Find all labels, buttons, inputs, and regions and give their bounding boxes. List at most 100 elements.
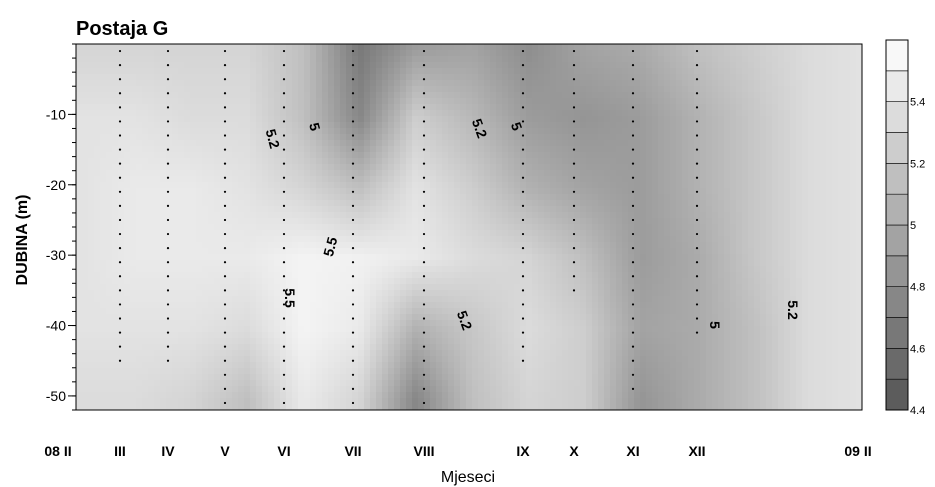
field-cell — [694, 152, 701, 159]
field-cell — [370, 254, 377, 261]
field-cell — [394, 104, 401, 111]
field-cell — [628, 116, 635, 123]
field-cell — [322, 98, 329, 105]
field-cell — [286, 230, 293, 237]
field-cell — [406, 68, 413, 75]
field-cell — [706, 260, 713, 267]
field-cell — [220, 134, 227, 141]
field-cell — [166, 248, 173, 255]
field-cell — [664, 218, 671, 225]
field-cell — [430, 200, 437, 207]
field-cell — [706, 224, 713, 231]
field-cell — [796, 236, 803, 243]
field-cell — [280, 164, 287, 171]
field-cell — [184, 248, 191, 255]
field-cell — [178, 164, 185, 171]
field-cell — [478, 170, 485, 177]
field-cell — [370, 92, 377, 99]
field-cell — [196, 74, 203, 81]
field-cell — [148, 206, 155, 213]
field-cell — [166, 92, 173, 99]
field-cell — [514, 122, 521, 129]
field-cell — [484, 176, 491, 183]
field-cell — [658, 80, 665, 87]
field-cell — [634, 50, 641, 57]
field-cell — [340, 68, 347, 75]
field-cell — [460, 110, 467, 117]
field-cell — [130, 140, 137, 147]
field-cell — [238, 242, 245, 249]
field-cell — [856, 182, 862, 189]
field-cell — [226, 50, 233, 57]
field-cell — [814, 74, 821, 81]
field-cell — [202, 260, 209, 267]
field-cell — [682, 92, 689, 99]
field-cell — [790, 68, 797, 75]
field-cell — [472, 164, 479, 171]
field-cell — [760, 224, 767, 231]
field-cell — [490, 110, 497, 117]
field-cell — [730, 44, 737, 51]
field-cell — [292, 230, 299, 237]
field-cell — [166, 98, 173, 105]
field-cell — [634, 128, 641, 135]
field-cell — [418, 206, 425, 213]
field-cell — [790, 194, 797, 201]
field-cell — [610, 176, 617, 183]
field-cell — [184, 62, 191, 69]
field-cell — [778, 122, 785, 129]
field-cell — [106, 116, 113, 123]
field-cell — [772, 56, 779, 63]
field-cell — [208, 128, 215, 135]
field-cell — [232, 44, 239, 51]
field-cell — [664, 194, 671, 201]
field-cell — [670, 260, 677, 267]
field-cell — [442, 80, 449, 87]
field-cell — [826, 86, 833, 93]
field-cell — [622, 206, 629, 213]
field-cell — [418, 236, 425, 243]
field-cell — [208, 194, 215, 201]
field-cell — [850, 170, 857, 177]
field-cell — [550, 104, 557, 111]
field-cell — [478, 158, 485, 165]
field-cell — [460, 158, 467, 165]
field-cell — [562, 122, 569, 129]
field-cell — [592, 194, 599, 201]
field-cell — [352, 218, 359, 225]
field-cell — [130, 56, 137, 63]
field-cell — [496, 206, 503, 213]
field-cell — [310, 152, 317, 159]
field-cell — [466, 122, 473, 129]
field-cell — [130, 194, 137, 201]
field-cell — [364, 50, 371, 57]
field-cell — [406, 212, 413, 219]
field-cell — [622, 80, 629, 87]
field-cell — [172, 152, 179, 159]
field-cell — [484, 194, 491, 201]
field-cell — [292, 236, 299, 243]
field-cell — [820, 218, 827, 225]
field-cell — [82, 164, 89, 171]
field-cell — [682, 236, 689, 243]
field-cell — [790, 104, 797, 111]
field-cell — [538, 152, 545, 159]
field-cell — [484, 242, 491, 249]
field-cell — [718, 230, 725, 237]
field-cell — [802, 164, 809, 171]
field-cell — [724, 104, 731, 111]
field-cell — [112, 200, 119, 207]
field-cell — [124, 242, 131, 249]
field-cell — [226, 44, 233, 51]
field-cell — [454, 260, 461, 267]
field-cell — [754, 68, 761, 75]
field-cell — [772, 134, 779, 141]
field-cell — [502, 170, 509, 177]
field-cell — [244, 134, 251, 141]
field-cell — [550, 242, 557, 249]
field-cell — [214, 56, 221, 63]
field-cell — [286, 152, 293, 159]
field-cell — [574, 224, 581, 231]
field-cell — [148, 266, 155, 273]
field-cell — [850, 74, 857, 81]
